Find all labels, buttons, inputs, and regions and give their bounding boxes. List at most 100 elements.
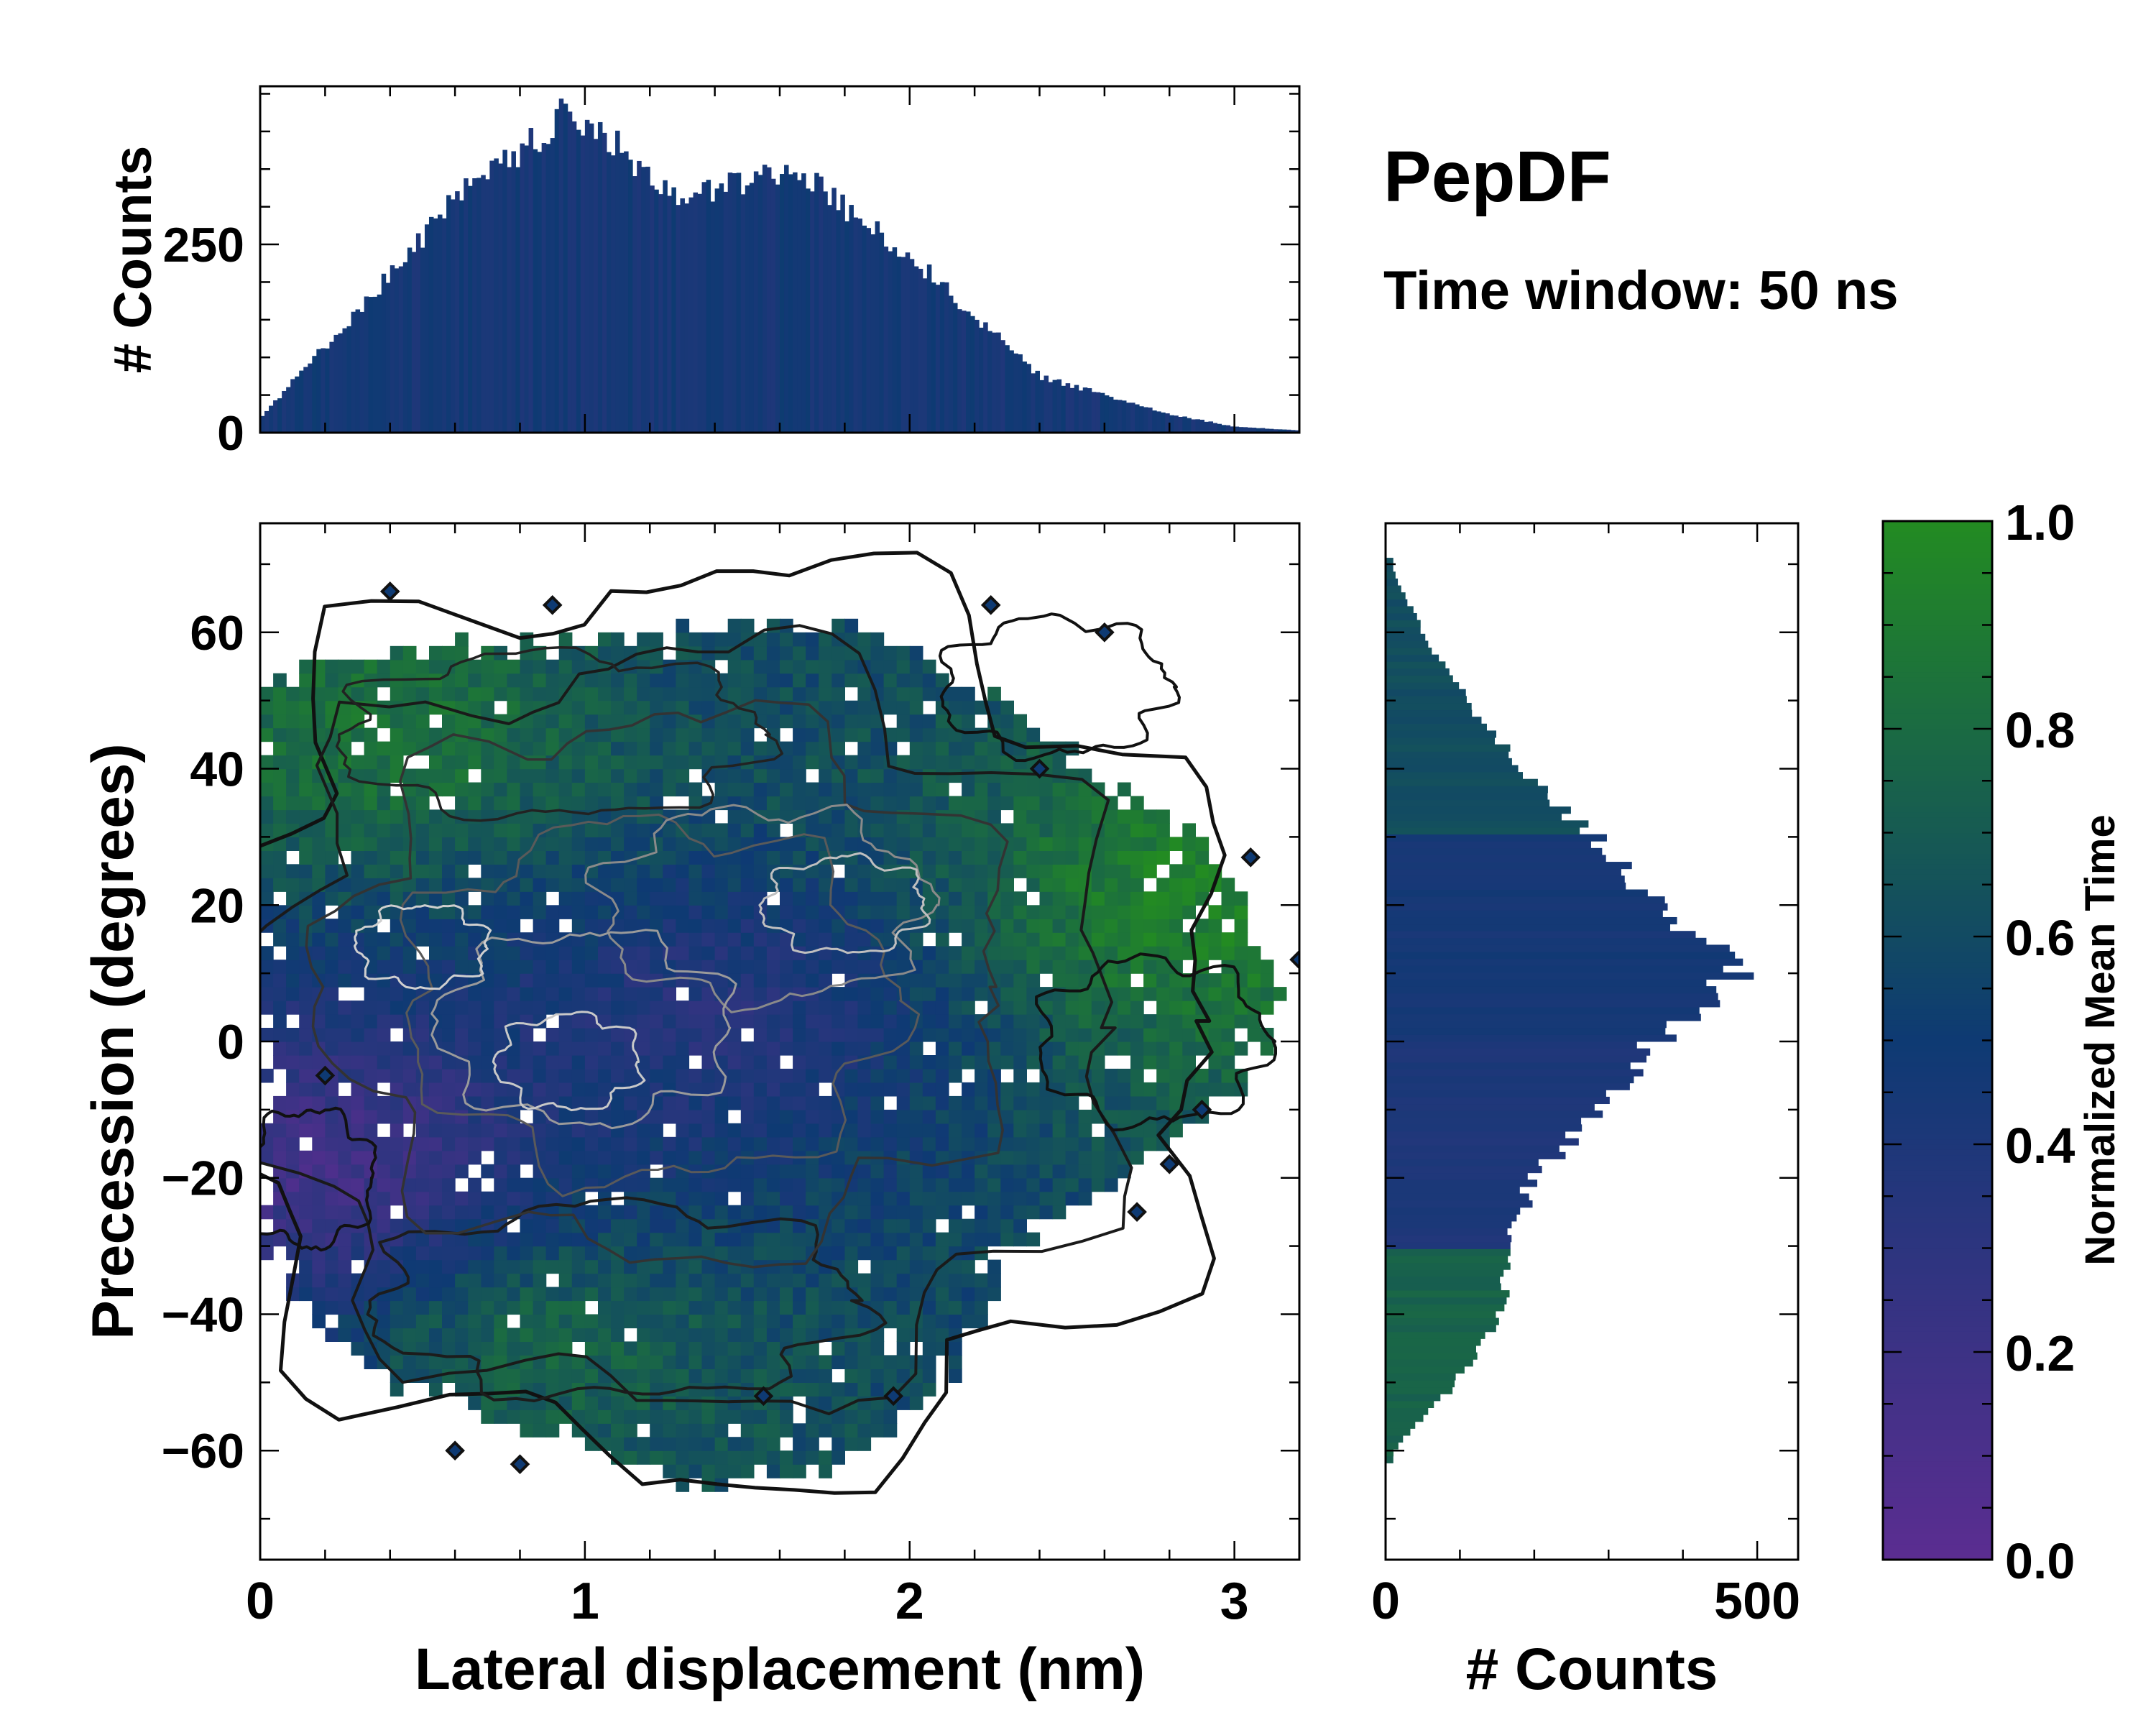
colorbar-segment — [1883, 692, 1992, 699]
right-hist-bar — [1386, 1262, 1511, 1270]
heatmap-cell — [1195, 878, 1210, 892]
colorbar-segment — [1883, 1217, 1992, 1223]
right-hist-bar — [1386, 1179, 1538, 1187]
heatmap-cell — [1143, 1028, 1157, 1042]
colorbar-segment — [1883, 1113, 1992, 1119]
heatmap-cell — [455, 891, 469, 906]
heatmap-cell — [377, 1164, 391, 1179]
heatmap-cell — [273, 1205, 287, 1220]
heatmap-cell — [922, 1341, 936, 1356]
heatmap-cell — [571, 891, 586, 906]
right-hist-bar — [1386, 806, 1571, 814]
right-hist-bar — [1386, 882, 1626, 890]
heatmap-cell — [442, 891, 456, 906]
heatmap-cell — [688, 1259, 703, 1274]
heatmap-cell — [571, 837, 586, 851]
heatmap-cell — [688, 782, 703, 797]
heatmap-cell — [338, 714, 352, 729]
heatmap-cell — [481, 891, 494, 906]
heatmap-cell — [676, 1123, 690, 1138]
heatmap-cell — [844, 1082, 859, 1097]
heatmap-cell — [793, 960, 806, 974]
heatmap-cell — [558, 1218, 573, 1233]
colorbar-segment — [1883, 1144, 1992, 1150]
colorbar-segment — [1883, 811, 1992, 818]
heatmap-cell — [949, 878, 962, 892]
heatmap-cell — [870, 1355, 885, 1369]
heatmap-cell — [935, 673, 949, 688]
heatmap-cell — [1130, 919, 1144, 933]
heatmap-cell — [1143, 960, 1157, 974]
heatmap-cell — [598, 973, 612, 988]
heatmap-cell — [780, 891, 793, 906]
colorbar-segment — [1883, 541, 1992, 548]
heatmap-cell — [935, 714, 949, 729]
heatmap-cell — [883, 1014, 898, 1029]
contour-marker — [542, 595, 563, 615]
heatmap-cell — [987, 1136, 1001, 1151]
heatmap-cell — [766, 1055, 780, 1070]
heatmap-cell — [520, 700, 534, 715]
right-hist-bar — [1386, 578, 1399, 586]
heatmap-cell — [663, 1423, 676, 1438]
heatmap-cell — [273, 686, 287, 702]
heatmap-cell — [260, 1000, 274, 1015]
heatmap-cell — [1169, 1095, 1183, 1110]
colorbar-segment — [1883, 1206, 1992, 1213]
heatmap-cell — [325, 1300, 339, 1315]
heatmap-cell — [793, 837, 806, 851]
heatmap-cell — [1013, 1205, 1027, 1220]
heatmap-cell — [507, 1041, 521, 1056]
heatmap-cell — [714, 850, 729, 865]
heatmap-cell — [780, 1273, 793, 1288]
main-ylabel: Precession (degrees) — [80, 743, 146, 1340]
heatmap-cell — [753, 1191, 768, 1206]
heatmap-cell — [676, 1368, 690, 1383]
right-hist-bar — [1386, 1407, 1429, 1415]
heatmap-cell — [286, 878, 300, 892]
heatmap-cell — [949, 837, 962, 851]
heatmap-cell — [415, 864, 430, 878]
heatmap-cell — [520, 946, 534, 960]
heatmap-cell — [442, 1068, 456, 1083]
heatmap-cell — [819, 1423, 832, 1438]
heatmap-cell — [1091, 796, 1105, 811]
heatmap-cell — [740, 1314, 755, 1329]
heatmap-cell — [442, 1055, 456, 1070]
heatmap-cell — [402, 1355, 417, 1369]
heatmap-cell — [584, 960, 599, 974]
heatmap-cell — [299, 673, 313, 688]
heatmap-cell — [1065, 1014, 1079, 1029]
heatmap-cell — [1000, 768, 1014, 783]
heatmap-cell — [962, 864, 975, 878]
heatmap-cell — [533, 1055, 547, 1070]
heatmap-cell — [364, 891, 378, 906]
colorbar-segment — [1883, 1367, 1992, 1374]
heatmap-cell — [870, 632, 885, 647]
top-hist-bar — [545, 144, 551, 433]
heatmap-cell — [844, 809, 859, 824]
heatmap-cell — [637, 1273, 650, 1288]
heatmap-cell — [558, 1273, 573, 1288]
heatmap-cell — [922, 1123, 936, 1138]
heatmap-cell — [481, 1109, 494, 1124]
main-xtick-label: 3 — [1220, 1573, 1249, 1630]
heatmap-cell — [753, 1205, 768, 1220]
heatmap-cell — [364, 1341, 378, 1356]
heatmap-cell — [1118, 809, 1131, 824]
heatmap-cell — [598, 1423, 612, 1438]
main-xtick-label: 1 — [571, 1573, 599, 1630]
heatmap-cell — [545, 1191, 560, 1206]
heatmap-cell — [922, 1028, 936, 1042]
heatmap-cell — [753, 1437, 768, 1451]
heatmap-cell — [325, 1328, 339, 1342]
heatmap-cell — [558, 946, 573, 960]
heatmap-cell — [507, 727, 521, 742]
top-hist-bar — [286, 387, 291, 433]
heatmap-cell — [688, 673, 703, 688]
heatmap-cell — [624, 1109, 637, 1124]
heatmap-cell — [507, 686, 521, 702]
top-hist-bar — [992, 332, 997, 433]
colorbar-segment — [1883, 1040, 1992, 1046]
heatmap-cell — [701, 1464, 716, 1478]
